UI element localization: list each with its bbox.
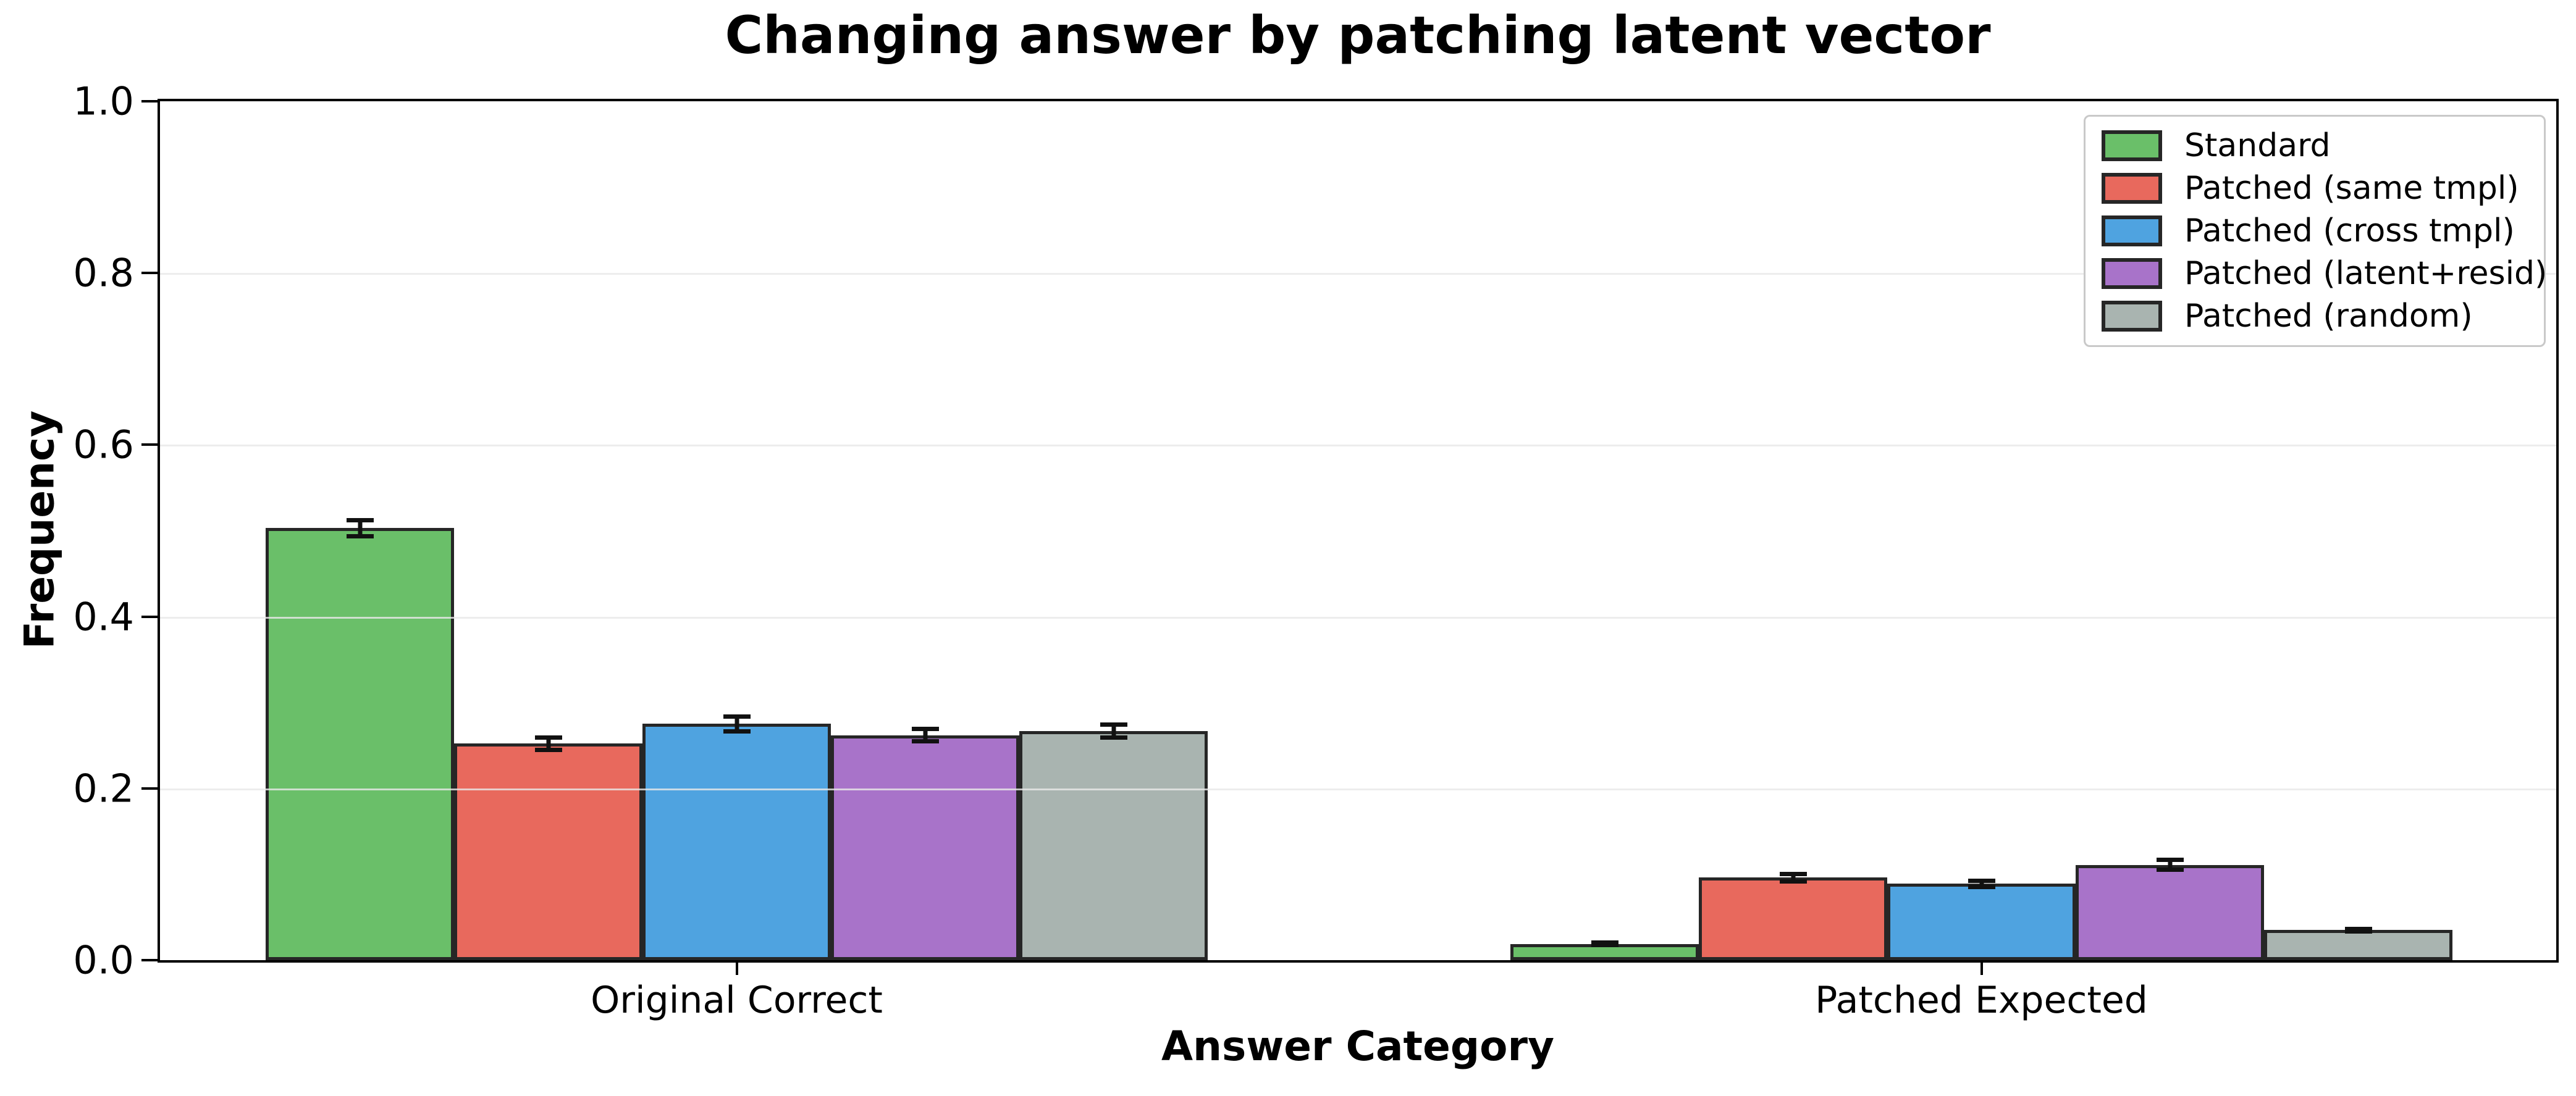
y-tick-mark-0.6 (141, 443, 158, 446)
error-bar-part (534, 748, 562, 753)
error-bar-part (1591, 943, 1618, 948)
y-tick-mark-1.0 (141, 100, 158, 102)
x-tick-mark-patched-expected (1980, 960, 1983, 975)
bar-patched-latent-resid-original-correct (831, 735, 1019, 960)
error-bar-part (346, 517, 374, 522)
error-bar-part (1591, 940, 1618, 945)
error-bar-patched-cross-tmpl-patched-expected (1968, 878, 1995, 889)
error-bar-part (911, 739, 939, 744)
error-bar-part (2344, 926, 2372, 931)
error-bar-part (346, 534, 374, 538)
gridline-0.4 (160, 616, 2556, 619)
bar-patched-cross-tmpl-original-correct (642, 724, 831, 960)
legend-label-standard: Standard (2184, 127, 2331, 164)
error-bar-part (911, 726, 939, 731)
y-tick-label-0.6: 0.6 (73, 422, 134, 467)
x-tick-label-original-correct: Original Correct (591, 979, 883, 1022)
y-tick-label-0.2: 0.2 (73, 766, 134, 811)
error-bar-part (1968, 878, 1995, 883)
gridline-0.2 (160, 788, 2556, 790)
legend-swatch-patched-same-tmpl (2102, 173, 2162, 204)
legend-label-patched-latent-resid: Patched (latent+resid) (2184, 255, 2548, 292)
error-bar-part (546, 735, 550, 753)
legend-swatch-patched-latent-resid (2102, 258, 2162, 289)
error-bar-part (1779, 871, 1807, 876)
error-bar-part (2156, 867, 2184, 872)
x-tick-label-patched-expected: Patched Expected (1815, 979, 2148, 1022)
y-tick-mark-0.8 (141, 272, 158, 275)
legend-label-patched-same-tmpl: Patched (same tmpl) (2184, 170, 2519, 207)
x-tick-mark-original-correct (735, 960, 738, 975)
legend-swatch-patched-random (2102, 301, 2162, 332)
legend-item-patched-same-tmpl: Patched (same tmpl) (2102, 170, 2538, 207)
y-tick-label-0.4: 0.4 (73, 594, 134, 640)
error-bar-patched-random-original-correct (1100, 722, 1127, 740)
error-bar-part (723, 729, 751, 734)
bar-patched-latent-resid-patched-expected (2076, 864, 2264, 960)
error-bar-part (1111, 722, 1116, 740)
legend-item-patched-cross-tmpl: Patched (cross tmpl) (2102, 212, 2538, 249)
bar-patched-random-original-correct (1019, 730, 1208, 960)
bar-patched-cross-tmpl-patched-expected (1887, 884, 2076, 960)
bar-patched-same-tmpl-original-correct (454, 743, 642, 960)
error-bar-part (723, 714, 751, 719)
error-bar-patched-same-tmpl-patched-expected (1779, 871, 1807, 884)
legend-label-patched-random: Patched (random) (2184, 298, 2473, 335)
error-bar-part (2168, 858, 2172, 872)
legend-item-patched-latent-resid: Patched (latent+resid) (2102, 255, 2547, 292)
error-bar-part (1100, 722, 1127, 727)
y-tick-label-0.0: 0.0 (73, 937, 134, 983)
error-bar-patched-random-patched-expected (2344, 926, 2372, 934)
error-bar-patched-cross-tmpl-original-correct (723, 714, 751, 734)
gridline-0.6 (160, 445, 2556, 447)
y-tick-label-1.0: 1.0 (73, 78, 134, 124)
error-bar-part (923, 726, 927, 744)
error-bar-part (2344, 929, 2372, 934)
chart-title: Changing answer by patching latent vecto… (725, 5, 1991, 65)
bar-patched-same-tmpl-patched-expected (1699, 877, 1887, 960)
y-tick-mark-0.0 (141, 959, 158, 961)
error-bar-patched-same-tmpl-original-correct (534, 735, 562, 753)
y-tick-mark-0.4 (141, 615, 158, 618)
legend-item-standard: Standard (2102, 127, 2538, 164)
error-bar-part (734, 714, 739, 734)
bar-standard-original-correct (266, 528, 454, 960)
error-bar-part (1791, 871, 1795, 884)
error-bar-part (2156, 858, 2184, 863)
bar-patched-random-patched-expected (2264, 930, 2452, 960)
error-bar-part (1968, 884, 1995, 889)
error-bar-part (1979, 878, 1984, 889)
error-bar-part (358, 517, 362, 538)
legend-swatch-patched-cross-tmpl (2102, 215, 2162, 246)
legend: Standard Patched (same tmpl) Patched (cros… (2084, 115, 2547, 347)
error-bar-patched-latent-resid-original-correct (911, 726, 939, 744)
error-bar-standard-original-correct (346, 517, 374, 538)
gridline-0.8 (160, 273, 2556, 275)
x-axis-label: Answer Category (1161, 1023, 1555, 1070)
error-bar-part (534, 735, 562, 740)
error-bar-part (1779, 879, 1807, 884)
legend-label-patched-cross-tmpl: Patched (cross tmpl) (2184, 212, 2515, 249)
error-bar-part (1100, 735, 1127, 740)
y-tick-mark-0.2 (141, 787, 158, 790)
legend-swatch-standard (2102, 130, 2162, 161)
y-tick-label-0.8: 0.8 (73, 250, 134, 296)
error-bar-standard-patched-expected (1591, 940, 1618, 948)
error-bar-patched-latent-resid-patched-expected (2156, 858, 2184, 872)
legend-item-patched-random: Patched (random) (2102, 298, 2538, 335)
